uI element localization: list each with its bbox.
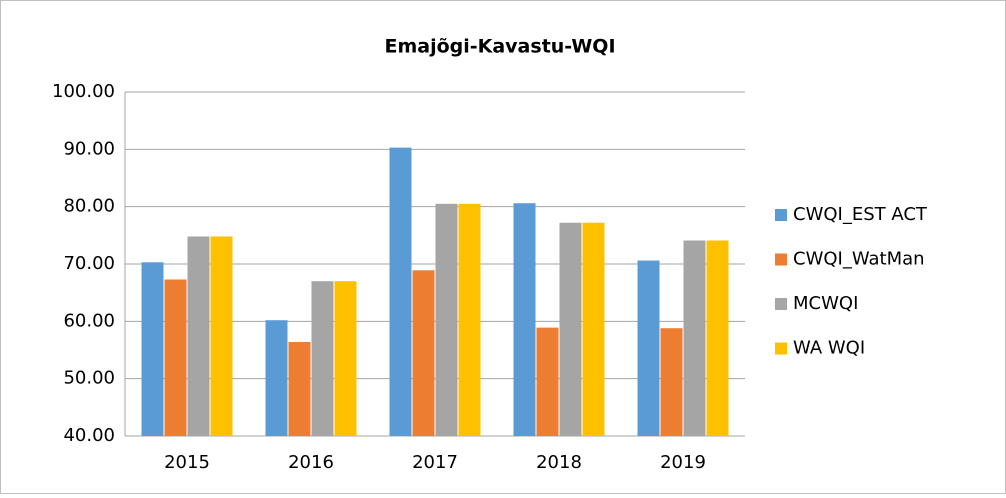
bar — [435, 203, 458, 436]
bar — [210, 236, 233, 436]
y-tick-label: 90.00 — [63, 138, 115, 159]
y-tick-label: 60.00 — [63, 310, 115, 331]
y-tick-label: 50.00 — [63, 368, 115, 389]
y-tick-label: 40.00 — [63, 425, 115, 446]
legend-swatch — [775, 298, 787, 310]
x-tick-label: 2016 — [288, 452, 334, 473]
legend-swatch — [775, 209, 787, 221]
legend-label: MCWQI — [793, 293, 858, 314]
bar — [637, 260, 660, 436]
x-tick-label: 2017 — [412, 452, 458, 473]
bar — [334, 281, 357, 436]
bar — [288, 341, 311, 436]
bar — [164, 279, 187, 436]
bar — [311, 281, 334, 436]
bar — [706, 240, 729, 436]
bar — [389, 147, 412, 436]
bar — [536, 327, 559, 436]
y-tick-label: 100.00 — [52, 81, 115, 102]
bar — [513, 203, 536, 436]
bar — [265, 320, 288, 436]
bar — [141, 262, 164, 436]
legend-swatch — [775, 253, 787, 266]
bar — [187, 236, 210, 436]
legend-swatch — [775, 342, 787, 355]
legend-label: CWQI_WatMan — [793, 249, 925, 270]
bar — [683, 240, 706, 436]
x-tick-label: 2018 — [536, 452, 582, 473]
bar — [458, 203, 481, 436]
chart-title: Emajõgi-Kavastu-WQI — [384, 36, 615, 58]
legend-label: WA WQI — [793, 338, 865, 359]
x-tick-label: 2015 — [164, 452, 210, 473]
x-tick-label: 2019 — [660, 452, 706, 473]
bar — [582, 222, 605, 436]
bar — [660, 328, 683, 436]
legend-label: CWQI_EST ACT — [793, 204, 928, 225]
bar — [412, 270, 435, 436]
y-tick-label: 80.00 — [63, 196, 115, 217]
y-tick-label: 70.00 — [63, 253, 115, 274]
bar — [559, 222, 582, 436]
